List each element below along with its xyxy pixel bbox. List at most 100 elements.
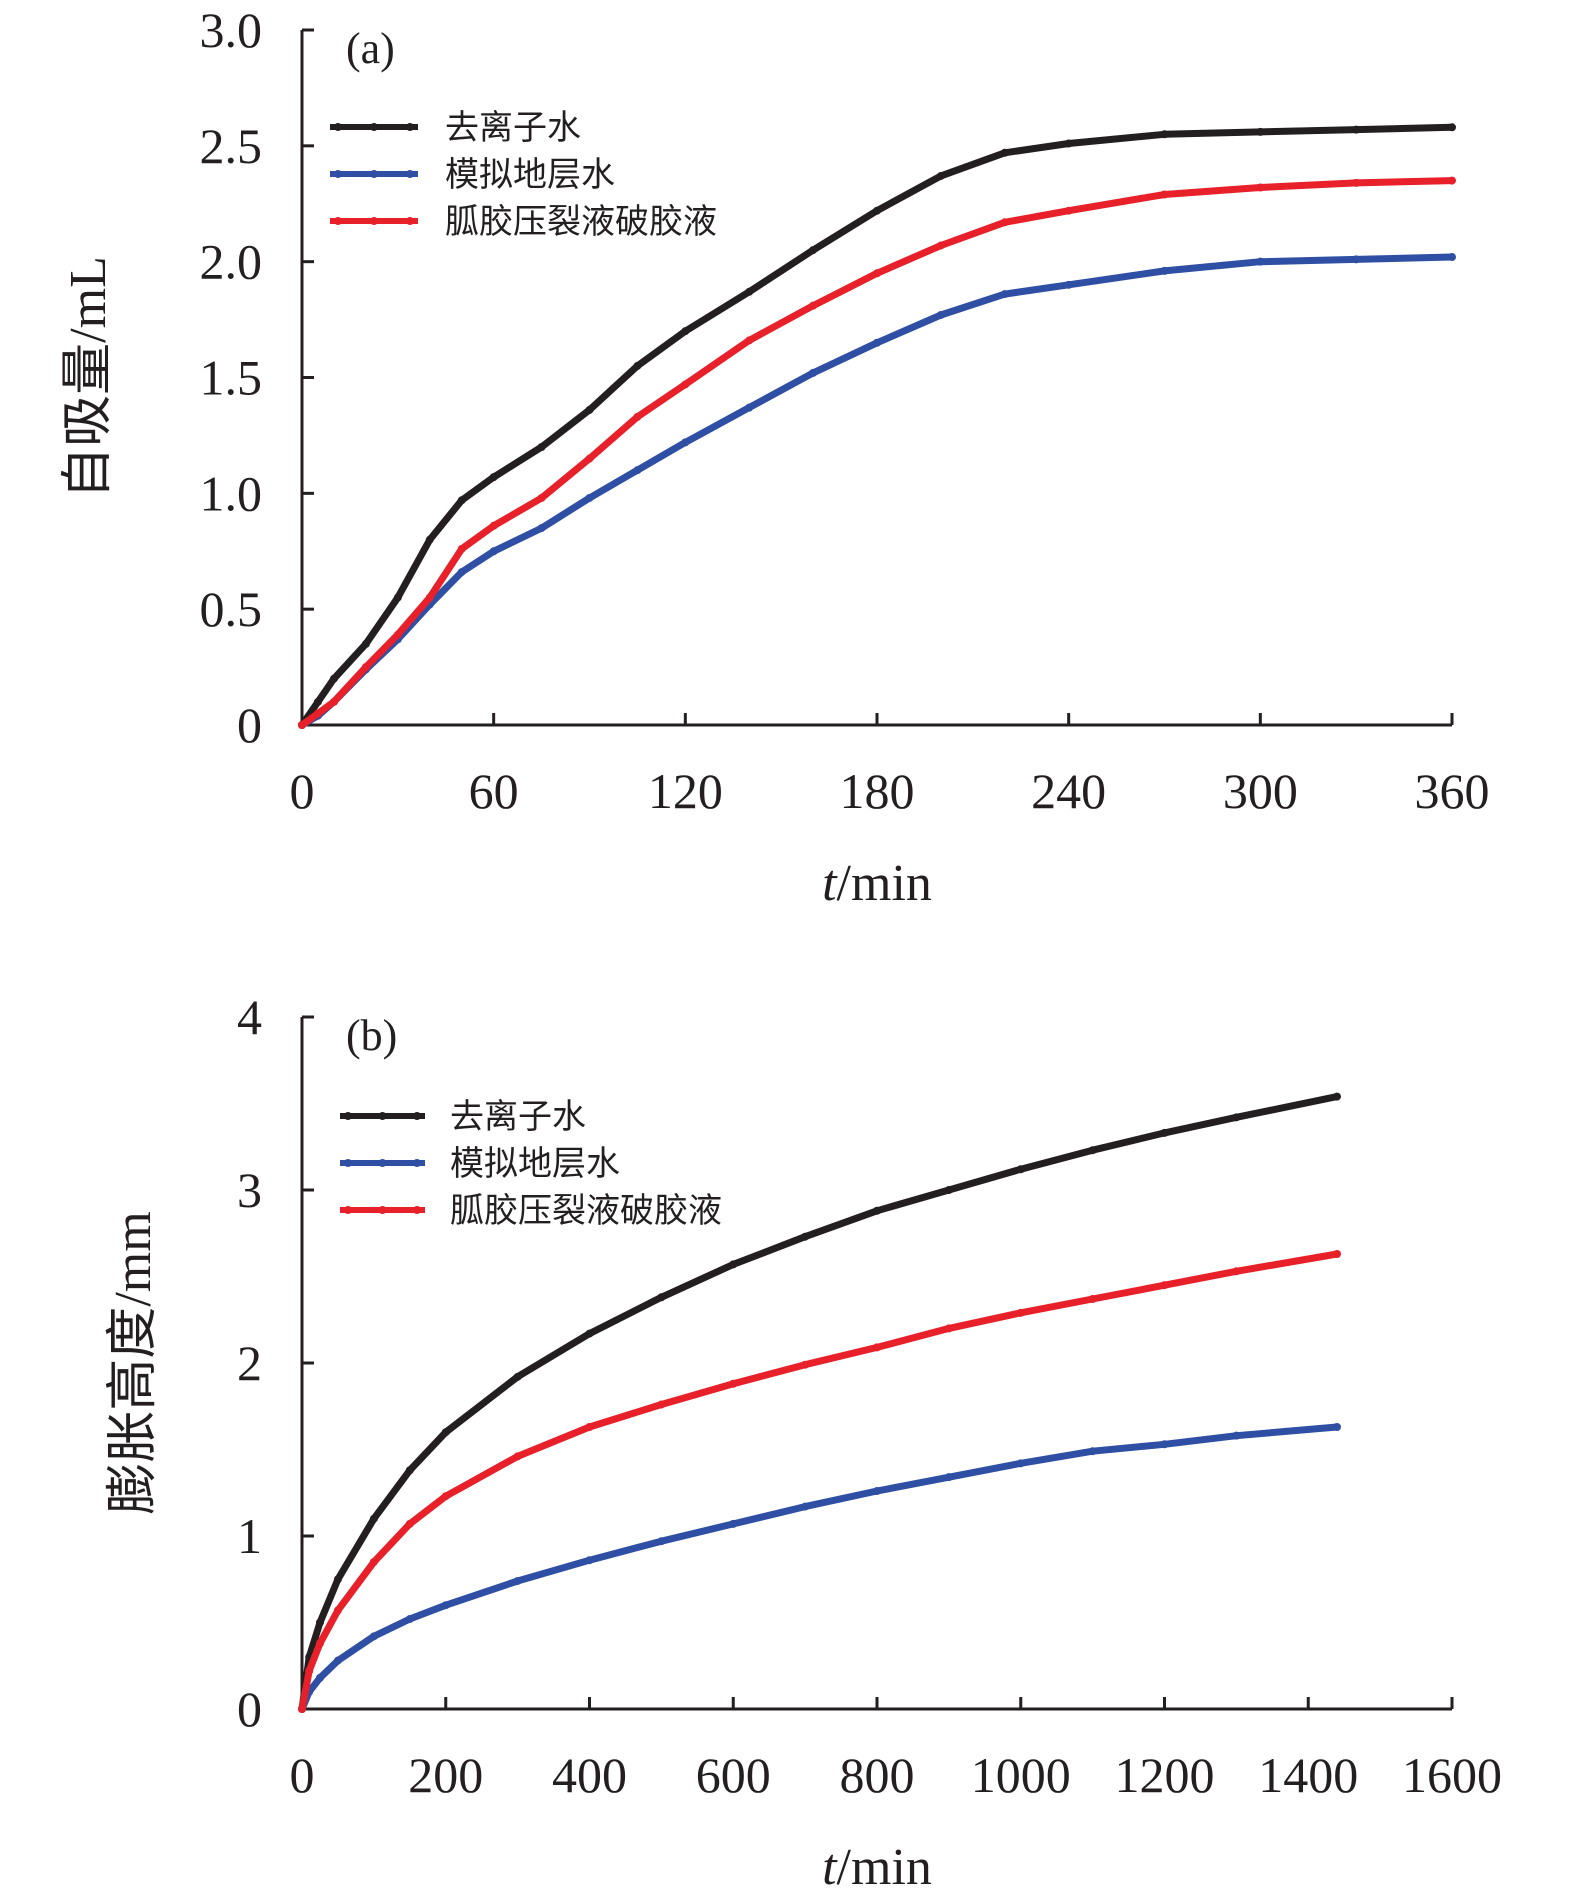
- chart-b-legend-marker-1: [413, 1159, 421, 1167]
- chart-a-series-0-point: [361, 639, 370, 648]
- chart-b-series-1-point: [1333, 1423, 1341, 1432]
- chart-a-series-1-point: [633, 466, 642, 475]
- chart-a-series-2-point: [681, 380, 690, 389]
- chart-a-legend-label-1: 模拟地层水: [445, 155, 615, 195]
- chart-a-x-axis-title: t/min: [822, 855, 932, 912]
- chart-b-series-1-point: [333, 1656, 342, 1665]
- chart-b-series-2-point: [1160, 1281, 1169, 1290]
- chart-b-legend-marker-2: [378, 1206, 387, 1214]
- chart-b-series-0-point: [585, 1329, 594, 1338]
- chart-b-series-0-point: [1088, 1146, 1097, 1155]
- chart-a-series-0-point: [425, 535, 434, 544]
- chart-b-y-tick-label: 1: [237, 1508, 262, 1564]
- chart-b-series-2-point: [801, 1360, 810, 1369]
- chart-b-y-tick-label: 4: [237, 989, 262, 1045]
- chart-b-series-1-point: [585, 1556, 594, 1565]
- chart-b-series-2-point: [405, 1519, 414, 1528]
- chart-b-series-0-point: [1232, 1113, 1241, 1122]
- chart-b-x-axis-title: t/min: [822, 1839, 932, 1894]
- chart-b-series-0-point: [369, 1514, 378, 1523]
- chart-b-series-line-0: [298, 1093, 1341, 1713]
- chart-b-series-1-point: [441, 1601, 450, 1610]
- chart-b-x-tick-label: 800: [840, 1747, 915, 1803]
- chart-a-series-0-point: [1160, 130, 1169, 139]
- chart-b-y-tick-label: 3: [237, 1162, 262, 1218]
- chart-a-series-1-point: [1000, 290, 1009, 299]
- chart-a-series-1-point: [489, 547, 498, 556]
- chart-a-series-2-point: [537, 493, 546, 502]
- chart-b-series-2-point: [873, 1343, 881, 1352]
- chart-a-y-tick-label: 0: [237, 697, 262, 753]
- chart-b-series-1-point: [729, 1519, 738, 1528]
- chart-b-x-axis-title-unit: /min: [837, 1839, 932, 1894]
- chart-a-x-tick-label: 0: [290, 763, 315, 819]
- chart-a-series-2-point: [1000, 218, 1009, 227]
- chart-b-series-0-point: [1016, 1165, 1025, 1174]
- chart-a-series-0-point: [1256, 127, 1265, 136]
- chart-b-series-0-point: [801, 1232, 810, 1241]
- chart-a-series-0-point: [633, 361, 642, 370]
- chart-a-x-tick-label: 360: [1415, 763, 1490, 819]
- chart-a-series-0-point: [936, 171, 945, 180]
- chart-a-series-2-point: [1064, 206, 1073, 215]
- chart-b-series-1-point: [873, 1487, 881, 1496]
- chart-a-series-2-point: [1352, 178, 1361, 187]
- chart-a-x-tick-label: 240: [1031, 763, 1106, 819]
- chart-b-x-tick-label: 600: [696, 1747, 771, 1803]
- chart-b-series-1-point: [1232, 1431, 1241, 1440]
- chart-a-x-tick-label: 120: [648, 763, 723, 819]
- chart-b-series-2-point: [333, 1606, 342, 1615]
- chart-a-series-2-point: [361, 663, 370, 672]
- chart-a-series-2-point: [329, 697, 338, 706]
- chart-a-series-0-point: [1448, 123, 1456, 132]
- chart-a-series-2-point: [1160, 190, 1169, 199]
- chart-a-series-2-point: [393, 630, 402, 639]
- chart-a-series-2-point: [585, 454, 594, 463]
- chart-a-y-axis-title: 自吸量/mL: [60, 256, 117, 499]
- chart-a-legend-label-0: 去离子水: [445, 108, 581, 148]
- chart-b-series-0-point: [1160, 1128, 1169, 1137]
- chart-a-legend-marker-2: [370, 217, 378, 225]
- chart-b-legend-marker-1: [378, 1159, 387, 1167]
- chart-a-legend-marker-2: [406, 217, 414, 225]
- chart-a-series-2-point: [936, 241, 945, 250]
- chart-a-x-tick-label: 60: [469, 763, 519, 819]
- chart-b-series-1-point: [1160, 1440, 1169, 1449]
- chart-a-legend-marker-1: [370, 170, 378, 178]
- chart-a-series-2-point: [425, 593, 434, 602]
- chart-a-series-0-point: [809, 246, 818, 255]
- chart-b-y-axis-title: 膨胀高度/mm: [105, 1211, 162, 1514]
- chart-a-series-0-point: [873, 206, 881, 215]
- chart-b-series-2-point: [944, 1324, 953, 1333]
- chart-a-series-1-point: [537, 524, 546, 533]
- chart-b-x-tick-label: 1200: [1115, 1747, 1215, 1803]
- chart-b-series-2-point: [305, 1666, 314, 1675]
- chart-b-legend-label-0: 去离子水: [450, 1097, 586, 1137]
- chart-b-x-tick-label: 1600: [1402, 1747, 1502, 1803]
- chart-a-series-0-point: [457, 496, 466, 505]
- chart-b-x-tick-label: 1400: [1258, 1747, 1358, 1803]
- chart-a-series-line-0: [298, 123, 1456, 729]
- chart-b-series-2-point: [298, 1705, 306, 1713]
- chart-a-legend-marker-1: [406, 170, 414, 178]
- chart-b-x-tick-label: 1000: [971, 1747, 1071, 1803]
- chart-b-x-tick-label: 0: [290, 1747, 315, 1803]
- chart-a-x-tick-label: 300: [1223, 763, 1298, 819]
- chart-b-series-1-point: [801, 1502, 810, 1511]
- chart-a-series-0-point: [393, 593, 402, 602]
- chart-b-series-1-point: [369, 1632, 378, 1641]
- chart-b-series-2-point: [657, 1400, 666, 1409]
- chart-b-series-0-point: [513, 1372, 522, 1381]
- chart-b-legend-label-2: 胍胶压裂液破胶液: [450, 1191, 722, 1231]
- chart-b: 0 1 2 3 4 0 200 400 600 800 1000 1200 1400 1600 t/min 膨…: [105, 989, 1502, 1894]
- chart-b-series-line-2: [298, 1250, 1341, 1713]
- chart-b-series-2-point: [1232, 1267, 1241, 1276]
- chart-a-series-0-point: [1000, 148, 1009, 157]
- chart-a-series-0-point: [681, 327, 690, 336]
- chart-a-series-0-point: [585, 405, 594, 414]
- chart-a-series-1-point: [1448, 253, 1456, 262]
- chart-b-series-2-point: [585, 1423, 594, 1432]
- chart-b-series-2-point: [441, 1492, 450, 1501]
- chart-b-series-0-point: [405, 1466, 414, 1475]
